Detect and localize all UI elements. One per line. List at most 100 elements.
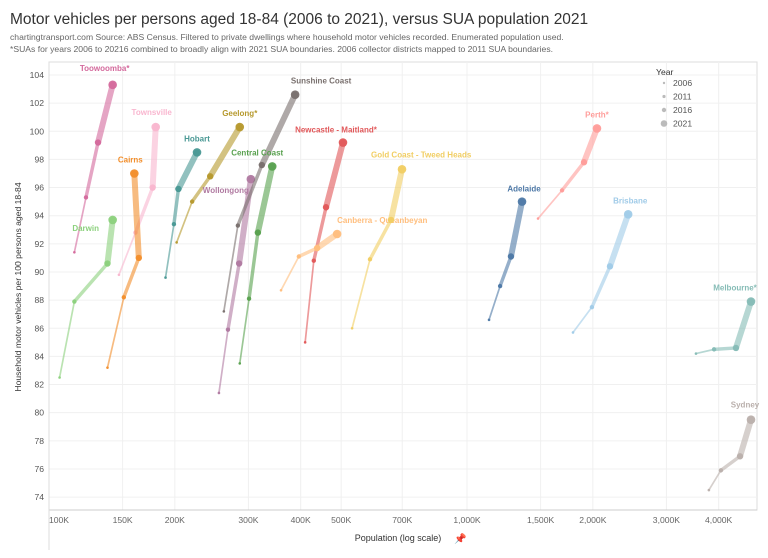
chart-subtitle-source: chartingtransport.com Source: ABS Census…: [10, 32, 564, 42]
series-label: Canberra - Queanbeyan: [337, 216, 427, 225]
data-point-2016: [606, 263, 614, 270]
series-segment: [590, 264, 612, 309]
x-tick-label: 700K: [392, 515, 412, 525]
series-segment: [258, 91, 299, 169]
y-tick-label: 74: [34, 492, 44, 502]
data-point-2006: [350, 326, 354, 330]
series-segment: [72, 261, 110, 304]
series-segment: [226, 261, 241, 332]
series-segment: [172, 187, 181, 226]
data-point-2011: [497, 283, 503, 289]
data-point-2006: [164, 276, 167, 279]
x-tick-label: 3,000K: [653, 515, 681, 525]
data-point-2016: [175, 185, 182, 193]
data-point-2021: [290, 90, 300, 99]
data-point-2011: [72, 299, 77, 304]
x-tick-label: 2,000K: [579, 515, 607, 525]
series-segment: [222, 224, 239, 313]
y-tick-label: 82: [34, 380, 44, 390]
y-tick-label: 104: [30, 70, 45, 80]
data-point-2016: [104, 260, 111, 267]
series-segment: [122, 256, 141, 300]
data-point-2021: [397, 164, 407, 174]
series-segment: [280, 255, 300, 292]
series-label: Melbourne*: [713, 284, 757, 293]
chart-subtitle-note: *SUAs for years 2006 to 20216 combined t…: [10, 44, 554, 54]
series-segment: [368, 218, 393, 262]
data-point-2011: [589, 304, 595, 310]
data-point-2016: [313, 244, 321, 252]
series-segment: [238, 297, 250, 365]
data-point-2006: [279, 288, 283, 292]
series-segment: [247, 230, 260, 301]
chart-title: Motor vehicles per persons aged 18-84 (2…: [10, 11, 589, 28]
legend-entry: 2011: [673, 92, 692, 102]
y-tick-label: 96: [34, 183, 44, 193]
data-point-2006: [58, 376, 61, 379]
series-label: Brisbane: [613, 196, 648, 205]
x-tick-label: 4,000K: [705, 515, 733, 525]
x-tick-label: 100K: [49, 515, 69, 525]
x-tick-label: 400K: [291, 515, 311, 525]
series-gold-coast-tweed-heads: Gold Coast - Tweed Heads: [350, 150, 472, 330]
series-segment: [572, 306, 593, 334]
data-point-2021: [151, 122, 161, 132]
series-segment: [95, 81, 116, 146]
data-point-2016: [258, 161, 266, 169]
data-point-2011: [711, 347, 717, 352]
data-point-2006: [73, 250, 76, 254]
series-label: Sydney: [731, 401, 760, 410]
series-segment: [84, 140, 100, 200]
legend-entry: 2021: [673, 119, 692, 129]
data-point-2011: [296, 254, 302, 259]
series-label: Perth*: [585, 110, 609, 119]
data-point-2016: [235, 260, 243, 267]
data-point-2021: [246, 174, 256, 184]
data-point-2021: [592, 124, 602, 133]
series-label: Townsville: [132, 108, 173, 117]
series-label: Newcastle - Maitland*: [295, 126, 378, 135]
series-segment: [149, 124, 159, 191]
series-segment: [695, 348, 715, 355]
legend-marker: [660, 120, 668, 127]
series-label: Wollongong: [203, 186, 249, 195]
legend-entry: 2016: [673, 105, 692, 115]
series-label: Gold Coast - Tweed Heads: [371, 150, 472, 159]
series-segment: [537, 189, 563, 220]
x-tick-label: 300K: [238, 515, 258, 525]
y-tick-label: 94: [34, 211, 44, 221]
series-segment: [488, 285, 501, 321]
series-segment: [297, 246, 319, 259]
series-segment: [254, 163, 276, 236]
data-point-2016: [736, 453, 744, 460]
data-point-2006: [217, 391, 221, 395]
y-tick-label: 76: [34, 464, 44, 474]
pin-icon[interactable]: 📌: [454, 532, 467, 545]
data-point-2021: [108, 80, 117, 90]
data-point-2021: [108, 215, 117, 225]
data-point-2021: [235, 122, 245, 132]
data-point-2021: [130, 169, 139, 178]
legend-entry: 2006: [673, 78, 692, 88]
data-point-2011: [718, 468, 724, 473]
data-point-2006: [536, 217, 540, 220]
series-geelong: Geelong*: [175, 109, 258, 244]
data-point-2011: [367, 257, 373, 262]
series-hobart: Hobart: [164, 134, 210, 279]
data-point-2011: [559, 188, 565, 193]
legend-marker: [661, 107, 667, 113]
data-point-2016: [507, 253, 515, 260]
data-point-2016: [149, 184, 156, 191]
data-point-2016: [206, 173, 214, 180]
series-segment: [498, 254, 513, 288]
x-tick-label: 1,000K: [453, 515, 481, 525]
series-layer: Toowoomba* Townsville Cairns Darwin Hobart Ge…: [58, 64, 760, 492]
x-axis-label: Population (log scale): [355, 533, 442, 543]
series-toowoomba: Toowoomba*: [73, 64, 130, 254]
legend-title: Year: [656, 67, 674, 77]
legend-marker: [662, 94, 666, 99]
data-point-2021: [623, 209, 633, 219]
series-segment: [712, 346, 738, 352]
data-point-2016: [732, 344, 740, 352]
data-point-2006: [707, 488, 711, 492]
